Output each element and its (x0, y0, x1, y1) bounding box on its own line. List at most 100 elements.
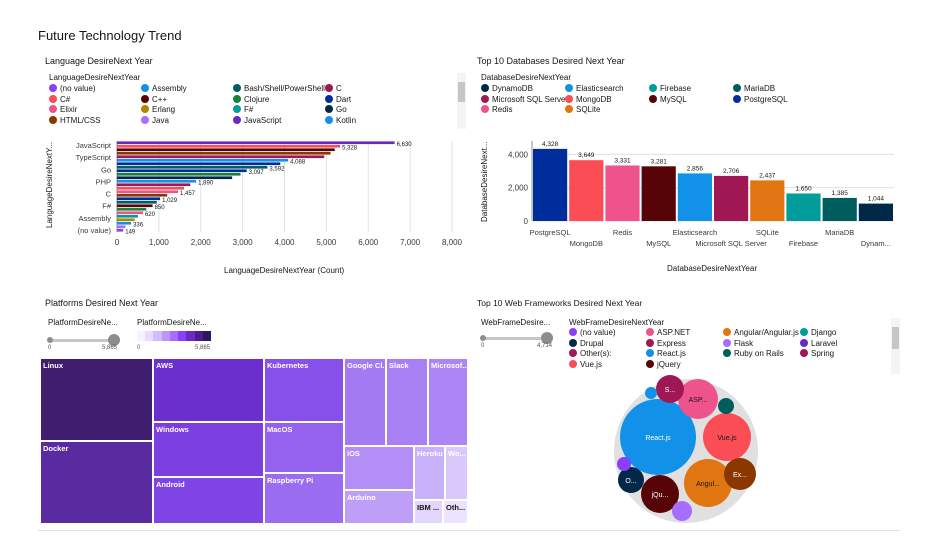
bubble-ex[interactable]: Ex... (724, 458, 756, 490)
database-bar[interactable] (822, 197, 857, 221)
legend-item-asp-net[interactable]: ASP.NET (646, 328, 690, 337)
treemap-cell-wordpress[interactable]: Wo... (445, 446, 468, 500)
treemap-cell-heroku[interactable]: Heroku (414, 446, 445, 500)
scrollbar-thumb[interactable] (892, 327, 899, 349)
database-bar[interactable] (750, 180, 785, 221)
legend-item-bash-shell-powershell[interactable]: Bash/Shell/PowerShell (233, 84, 325, 93)
legend-item-go[interactable]: Go (325, 105, 347, 114)
bubble-angular[interactable]: Angul... (684, 459, 732, 507)
scrollbar-thumb[interactable] (458, 82, 465, 102)
legend-item-kotlin[interactable]: Kotlin (325, 115, 356, 125)
treemap-cell-google-cloud[interactable]: Google Cl... (344, 358, 386, 446)
treemap-cell-other[interactable]: Oth... (443, 500, 468, 524)
bubble-react[interactable]: React.js (620, 399, 696, 475)
legend-item-f[interactable]: F# (233, 105, 253, 114)
database-bar[interactable] (569, 160, 604, 221)
treemap-cell-ios[interactable]: iOS (344, 446, 414, 490)
legend-item-clojure[interactable]: Clojure (233, 94, 269, 104)
language-bar[interactable] (117, 225, 126, 229)
legend-item-django[interactable]: Django (800, 328, 836, 337)
legend-item-mysql[interactable]: MySQL (649, 94, 687, 104)
database-bar[interactable] (605, 165, 640, 221)
legend-item-elixir[interactable]: Elixir (49, 105, 77, 114)
language-bar[interactable] (117, 179, 197, 183)
legend-item-sqlite[interactable]: SQLite (565, 105, 600, 114)
bubble-asp[interactable]: ASP... (678, 379, 718, 419)
treemap-cell-macos[interactable]: MacOS (264, 422, 344, 473)
database-bar[interactable] (714, 175, 749, 221)
treemap-cell-windows[interactable]: Windows (153, 422, 264, 477)
slider-max-handle[interactable] (108, 334, 120, 346)
language-bar[interactable] (117, 141, 395, 145)
language-bar[interactable] (117, 200, 157, 204)
legend-item-postgresql[interactable]: PostgreSQL (733, 94, 788, 104)
treemap-cell-linux[interactable]: Linux (40, 358, 153, 441)
bubble-o[interactable]: O... (618, 467, 644, 493)
database-bar[interactable] (858, 203, 893, 221)
language-bar[interactable] (117, 144, 341, 148)
language-bar[interactable] (117, 221, 132, 225)
treemap-cell-raspberry-pi[interactable]: Raspberry Pi (264, 473, 344, 524)
language-bar[interactable] (117, 228, 124, 232)
bubble-laravel[interactable] (617, 457, 631, 471)
language-bar[interactable] (117, 176, 233, 180)
legend-item-drupal[interactable]: Drupal (569, 338, 604, 348)
legend-item-laravel[interactable]: Laravel (800, 338, 837, 348)
legend-item-java[interactable]: Java (141, 115, 169, 125)
legend-item-angular-angular-js[interactable]: Angular/Angular.js (723, 328, 799, 337)
treemap-cell-ibm[interactable]: IBM ... (414, 500, 443, 524)
language-bar[interactable] (117, 148, 335, 152)
legend-item-no-value[interactable]: (no value) (49, 84, 96, 93)
legend-item-javascript[interactable]: JavaScript (233, 115, 281, 125)
language-bar[interactable] (117, 172, 241, 176)
slider-min-handle[interactable] (480, 335, 486, 341)
language-legend-scrollbar[interactable] (457, 73, 466, 129)
legend-item-c[interactable]: C (325, 84, 342, 93)
language-bar[interactable] (117, 197, 161, 201)
language-bar[interactable] (117, 218, 135, 222)
legend-item-vue-js[interactable]: Vue.js (569, 359, 602, 369)
legend-item-microsoft-sql-server[interactable]: Microsoft SQL Server (481, 94, 568, 104)
legend-item-c[interactable]: C++ (141, 94, 167, 104)
language-bar[interactable] (117, 155, 325, 159)
language-bar[interactable] (117, 158, 289, 162)
legend-item-redis[interactable]: Redis (481, 105, 512, 114)
language-bar[interactable] (117, 204, 153, 208)
language-bar[interactable] (117, 211, 143, 215)
platform-range-slider[interactable] (47, 334, 120, 346)
legend-item-spring[interactable]: Spring (800, 349, 834, 358)
language-bar[interactable] (117, 151, 331, 155)
language-bar[interactable] (117, 190, 179, 194)
legend-item-other-s[interactable]: Other(s): (569, 349, 612, 358)
legend-item-mariadb[interactable]: MariaDB (733, 84, 775, 93)
legend-item-html-css[interactable]: HTML/CSS (49, 115, 100, 125)
language-bar[interactable] (117, 207, 147, 211)
legend-item-elasticsearch[interactable]: Elasticsearch (565, 84, 624, 93)
legend-item-no-value[interactable]: (no value) (569, 328, 616, 337)
database-bar[interactable] (677, 173, 712, 221)
bubble-vue[interactable]: Vue.js (703, 413, 751, 461)
bubble-s[interactable]: S... (656, 375, 684, 403)
legend-item-react-js[interactable]: React.js (646, 349, 686, 358)
language-bar[interactable] (117, 162, 281, 166)
treemap-cell-microsoft[interactable]: Microsof... (428, 358, 468, 446)
treemap-cell-aws[interactable]: AWS (153, 358, 264, 422)
database-bar[interactable] (641, 166, 676, 221)
treemap-cell-docker[interactable]: Docker (40, 441, 153, 524)
database-bar[interactable] (786, 193, 821, 222)
language-bar[interactable] (117, 165, 268, 169)
treemap-cell-arduino[interactable]: Arduino (344, 490, 414, 524)
legend-item-dynamodb[interactable]: DynamoDB (481, 84, 533, 93)
bubble-flask[interactable] (672, 501, 692, 521)
legend-item-ruby-on-rails[interactable]: Ruby on Rails (723, 349, 784, 358)
legend-item-flask[interactable]: Flask (723, 338, 753, 348)
legend-item-c[interactable]: C# (49, 94, 70, 104)
slider-min-handle[interactable] (47, 337, 53, 343)
legend-item-erlang[interactable]: Erlang (141, 105, 175, 114)
web-legend-scrollbar[interactable] (891, 318, 900, 374)
language-bar[interactable] (117, 214, 138, 218)
bubble-jqu[interactable]: jQu... (641, 475, 679, 513)
legend-item-assembly[interactable]: Assembly (141, 84, 187, 93)
treemap-cell-slack[interactable]: Slack (386, 358, 428, 446)
language-bar[interactable] (117, 193, 168, 197)
